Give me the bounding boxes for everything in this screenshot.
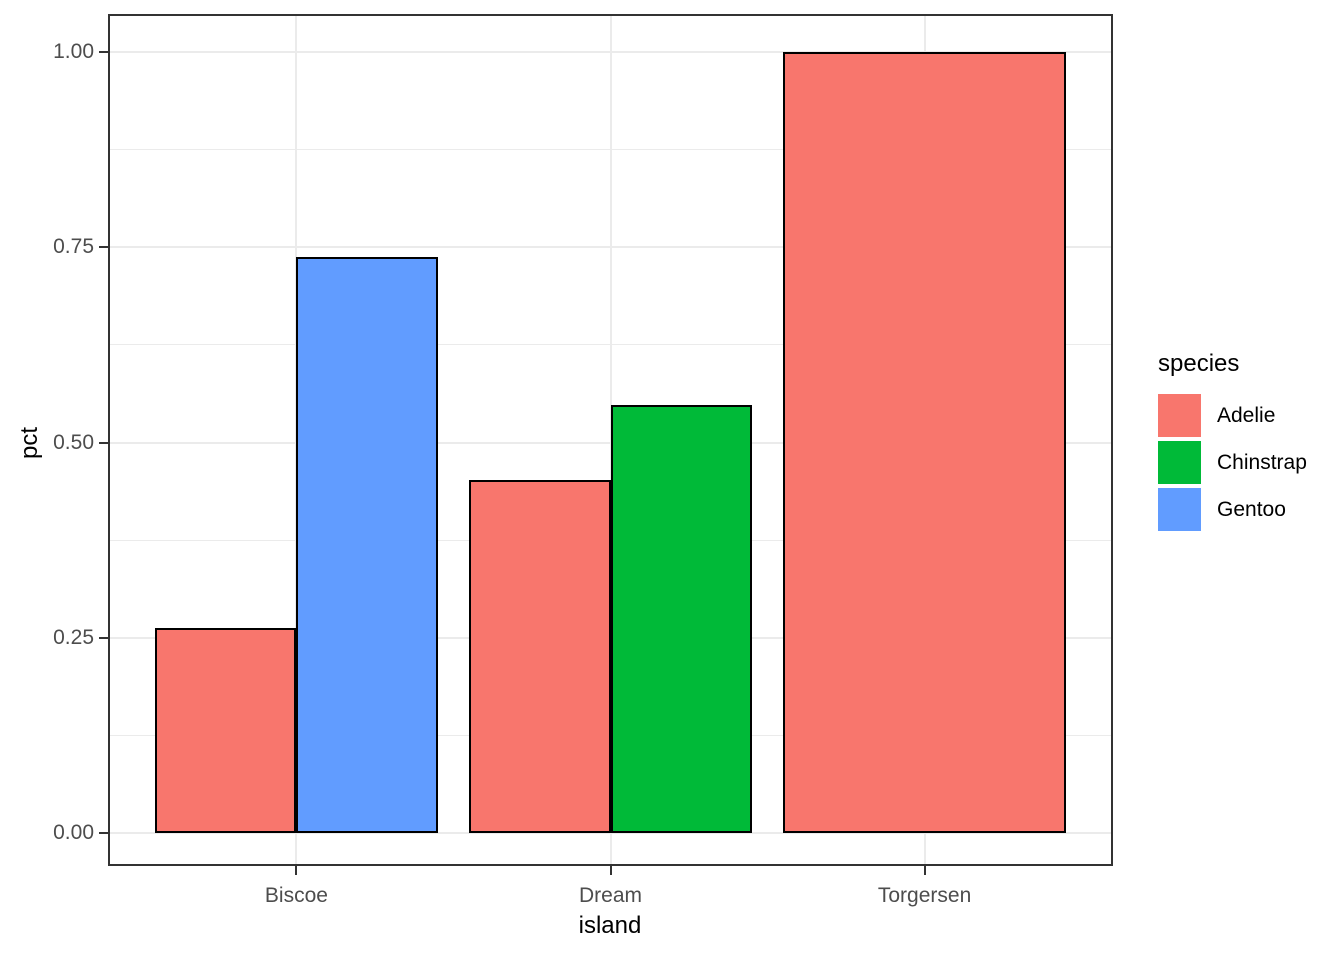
- gridline-y-major: [108, 246, 1113, 249]
- x-axis-tick: [923, 866, 926, 875]
- bar-torgersen-adelie: [783, 52, 1066, 833]
- legend-key-gentoo-swatch: [1158, 488, 1201, 531]
- y-axis-tick: [99, 832, 108, 834]
- x-axis-tick-label: Torgersen: [877, 884, 972, 907]
- y-axis-tick-label: 1.00: [53, 40, 94, 63]
- bar-biscoe-adelie: [155, 628, 297, 833]
- x-axis-tick: [295, 866, 298, 875]
- x-axis-title: island: [578, 912, 642, 939]
- y-axis-tick-label: 0.50: [53, 430, 94, 454]
- legend-key-chinstrap-swatch: [1158, 441, 1201, 484]
- bar-dream-adelie: [469, 479, 611, 833]
- y-axis-tick-label: 0.00: [53, 821, 94, 844]
- legend-item-label: Adelie: [1217, 403, 1276, 427]
- y-axis-tick: [99, 246, 108, 249]
- gridline-y-minor: [108, 149, 1113, 151]
- legend-item-adelie: Adelie: [1158, 394, 1307, 437]
- y-axis-tick-label: 0.75: [53, 235, 94, 259]
- bar-biscoe-gentoo: [296, 256, 438, 833]
- y-axis-tick: [99, 636, 108, 639]
- y-axis-title: pct: [16, 427, 43, 460]
- legend-title: species: [1158, 350, 1240, 377]
- gridline-y-major: [108, 832, 1113, 834]
- y-axis-tick: [99, 51, 108, 53]
- legend-item-chinstrap: Chinstrap: [1158, 441, 1307, 484]
- y-axis-tick-label: 0.25: [53, 625, 94, 649]
- legend-item-gentoo: Gentoo: [1158, 488, 1307, 531]
- gridline-y-major: [108, 51, 1113, 53]
- legend-items: Adelie Chinstrap Gentoo: [1158, 394, 1307, 531]
- x-axis-tick-label: Dream: [578, 884, 642, 907]
- legend-item-label: Gentoo: [1217, 497, 1286, 521]
- x-axis-tick: [609, 866, 612, 875]
- gridline-y-minor: [108, 344, 1113, 346]
- y-axis-tick: [99, 441, 108, 444]
- legend-key-adelie-swatch: [1158, 394, 1201, 437]
- legend-item-label: Chinstrap: [1217, 450, 1307, 474]
- bar-dream-chinstrap: [610, 405, 752, 833]
- legend: species Adelie Chinstrap Gentoo: [1158, 350, 1307, 535]
- x-axis-tick-label: Biscoe: [264, 884, 328, 907]
